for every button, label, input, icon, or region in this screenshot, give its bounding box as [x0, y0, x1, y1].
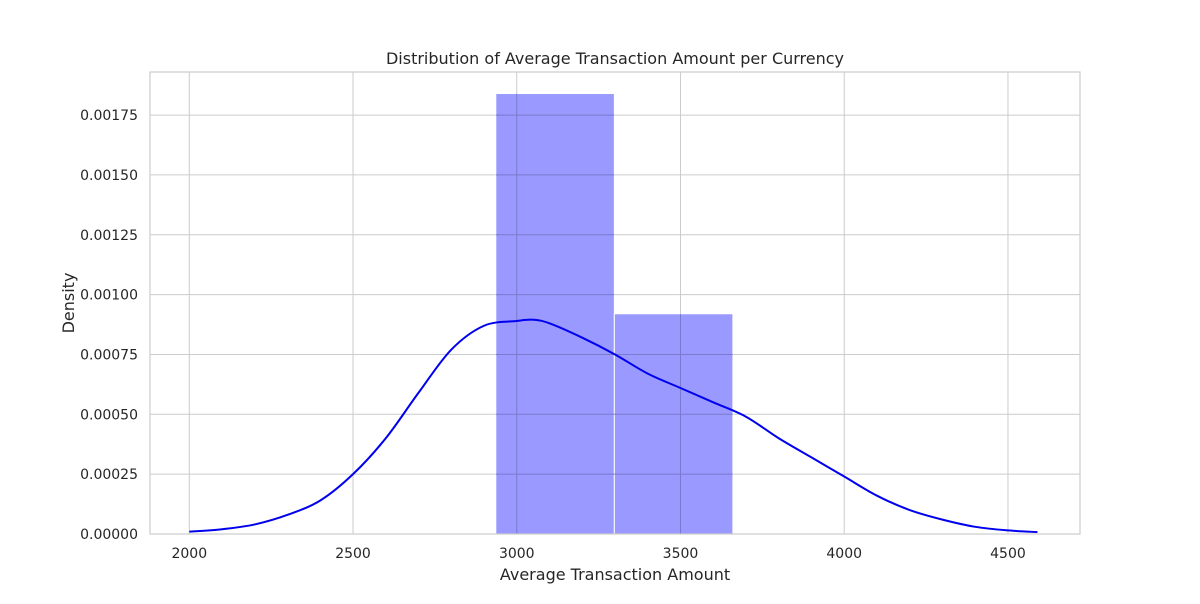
tick-label-layer: 2000 2500 3000 3500 4000 4500 0.00000 0.00025 0.… [80, 108, 1026, 562]
plot-frame [149, 71, 1081, 535]
bar-layer [495, 93, 734, 535]
x-tick-label: 4000 [826, 546, 862, 562]
y-tick-label: 0.00175 [80, 108, 138, 124]
y-tick-label: 0.00150 [80, 168, 138, 184]
y-tick-label: 0.00100 [80, 288, 138, 304]
x-tick-label: 2000 [171, 546, 207, 562]
grid-layer [150, 72, 1080, 535]
y-tick-label: 0.00025 [80, 467, 138, 483]
x-tick-label: 3000 [499, 546, 535, 562]
x-tick-label: 3500 [663, 546, 699, 562]
y-tick-label: 0.00075 [80, 347, 138, 363]
x-tick-label: 2500 [335, 546, 371, 562]
x-tick-label: 4500 [990, 546, 1026, 562]
histogram-bar [495, 93, 615, 535]
histogram-bar [613, 313, 734, 535]
kde-curve [189, 318, 1038, 534]
kde-layer [189, 318, 1038, 534]
y-tick-label: 0.00125 [80, 228, 138, 244]
y-axis-label: Density [59, 273, 78, 334]
y-tick-label: 0.00000 [80, 527, 138, 543]
y-tick-label: 0.00050 [80, 407, 138, 423]
x-axis-label: Average Transaction Amount [500, 565, 730, 584]
chart-title: Distribution of Average Transaction Amou… [386, 49, 844, 68]
